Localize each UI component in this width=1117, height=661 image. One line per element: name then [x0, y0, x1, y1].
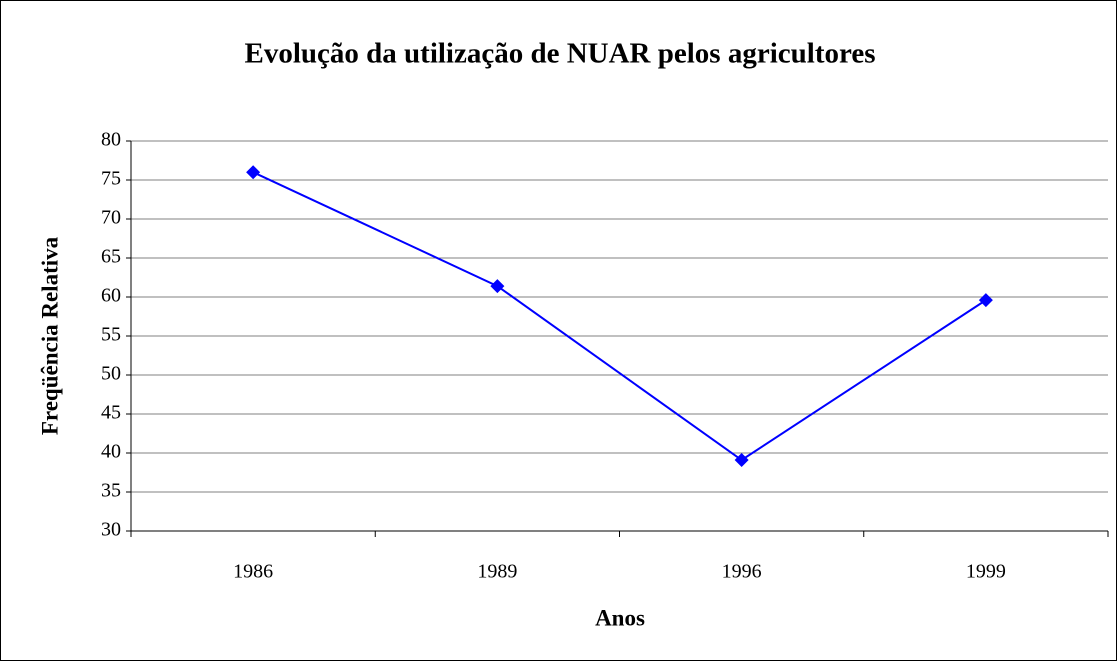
y-tick-label: 40 — [101, 441, 121, 463]
x-tick-label: 1989 — [477, 561, 517, 583]
y-tick-label: 50 — [101, 363, 121, 385]
y-axis-label: Freqüência Relativa — [37, 236, 62, 435]
y-tick-label: 55 — [101, 324, 121, 346]
y-tick-label: 70 — [101, 207, 121, 229]
data-point — [734, 453, 749, 468]
chart-title: Evolução da utilização de NUAR pelos agr… — [245, 38, 876, 70]
data-point — [978, 293, 993, 308]
y-tick-label: 80 — [101, 129, 121, 151]
y-tick-label: 30 — [101, 519, 121, 541]
x-tick-label: 1999 — [966, 561, 1006, 583]
y-tick-label: 35 — [101, 480, 121, 502]
x-tick-label: 1986 — [233, 561, 273, 583]
y-tick-label: 75 — [101, 168, 121, 190]
data-line — [252, 171, 987, 462]
y-tick-label: 60 — [101, 285, 121, 307]
data-point — [246, 165, 261, 180]
y-tick-label: 65 — [101, 246, 121, 268]
data-point — [490, 279, 505, 294]
y-tick-label: 45 — [101, 402, 121, 424]
x-tick-label: 1996 — [722, 561, 762, 583]
x-axis-label: Anos — [595, 605, 645, 630]
